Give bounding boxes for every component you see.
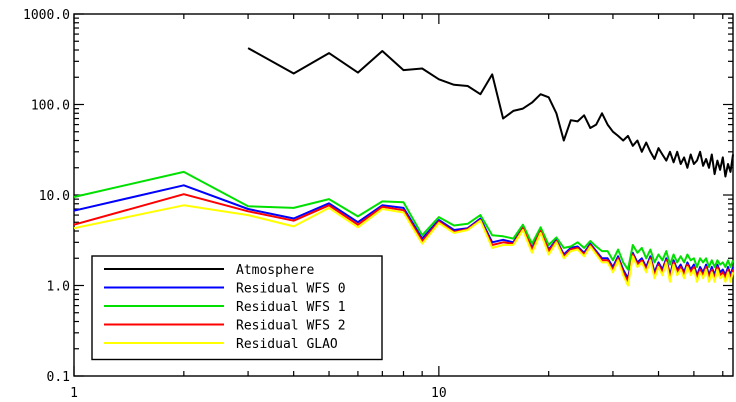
series-line-atmosphere (247, 47, 734, 178)
series-line-residual-glao (73, 204, 734, 287)
legend-label: Atmosphere (236, 263, 314, 278)
legend-label: Residual WFS 1 (236, 300, 346, 315)
legend-label: Residual GLAO (236, 337, 338, 352)
series-lines (73, 47, 734, 287)
y-tick-label: 100.0 (31, 99, 70, 114)
x-tick-label: 10 (431, 386, 447, 401)
legend-label: Residual WFS 0 (236, 282, 346, 297)
y-tick-label: 1000.0 (23, 8, 70, 23)
axis-ticks: 0.1 1.0 10.0 100.0 1000.0 1 10 (23, 8, 733, 401)
legend-label: Residual WFS 2 (236, 319, 346, 334)
x-tick-label: 1 (70, 386, 78, 401)
legend: Atmosphere Residual WFS 0 Residual WFS 1 Re… (91, 255, 383, 361)
y-tick-label: 1.0 (47, 280, 70, 295)
y-tick-label: 10.0 (39, 189, 70, 204)
y-tick-label: 0.1 (47, 370, 70, 385)
series-line-residual-wfs-1 (73, 170, 734, 271)
